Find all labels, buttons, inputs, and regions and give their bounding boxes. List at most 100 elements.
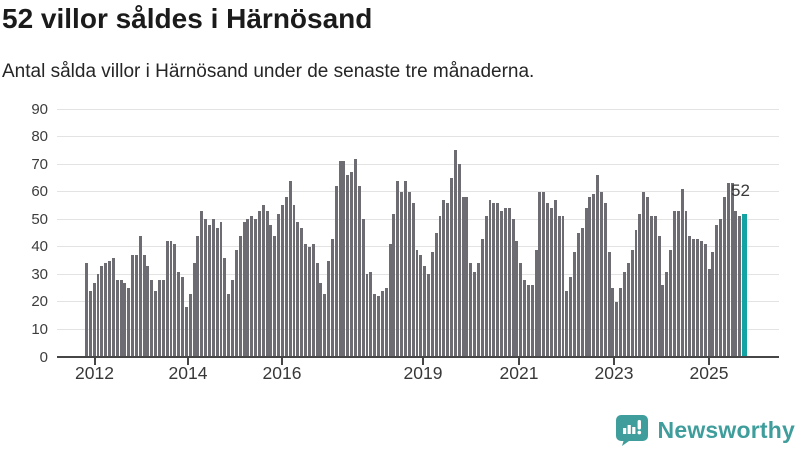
gridline (57, 191, 779, 193)
bar (461, 197, 465, 357)
bar (626, 263, 630, 357)
bar (403, 180, 407, 357)
bar (680, 188, 684, 357)
bar (92, 282, 96, 357)
bar (707, 268, 711, 357)
bar (269, 224, 273, 357)
x-axis-label: 2016 (262, 363, 302, 383)
bar (361, 219, 365, 357)
x-axis-tick (93, 358, 96, 365)
bar (688, 235, 692, 357)
x-axis-label: 2014 (168, 363, 208, 383)
bar (173, 244, 177, 357)
bar (346, 175, 350, 357)
bar (480, 238, 484, 357)
bar (111, 257, 115, 357)
y-axis-label: 0 (39, 348, 48, 366)
bar (588, 197, 592, 357)
bar (234, 249, 238, 357)
bar (85, 263, 88, 357)
bar (238, 235, 242, 357)
bar (158, 279, 161, 357)
bar (327, 260, 331, 357)
bar (100, 266, 104, 357)
bar (350, 172, 354, 357)
bar (380, 290, 384, 357)
bar (661, 285, 665, 357)
bar (603, 202, 607, 357)
bar (557, 216, 561, 357)
bar (165, 241, 169, 357)
bar (200, 210, 204, 357)
bar (242, 222, 246, 357)
bar (169, 241, 173, 357)
bar (553, 199, 557, 357)
bar (442, 199, 446, 357)
bar (565, 290, 569, 357)
bar (615, 301, 619, 357)
bar (342, 161, 346, 357)
x-axis-label: 2012 (75, 363, 114, 383)
bar (96, 274, 100, 357)
bar (711, 252, 715, 357)
bar (730, 183, 734, 357)
y-axis-label: 60 (31, 183, 48, 201)
bar (177, 271, 181, 357)
bar (304, 244, 307, 357)
bar (307, 246, 311, 357)
bar (526, 285, 530, 357)
bar (573, 252, 576, 357)
bar (115, 279, 119, 357)
bar (496, 202, 500, 357)
bar (127, 288, 131, 357)
bar (669, 249, 673, 357)
y-axis-label: 70 (31, 155, 48, 173)
bar (119, 279, 123, 357)
bar (511, 219, 515, 357)
bar (473, 271, 477, 357)
bar (492, 202, 496, 357)
bar (292, 205, 296, 357)
bar (181, 277, 184, 357)
bar (300, 227, 304, 357)
bar (484, 216, 488, 357)
bar (576, 233, 580, 357)
bar (469, 263, 473, 357)
y-axis-label: 10 (31, 320, 48, 338)
bar (465, 197, 469, 357)
bar (188, 293, 192, 357)
bar (392, 213, 396, 357)
bar (296, 222, 300, 357)
bar (134, 255, 138, 357)
bar (457, 164, 461, 357)
x-axis-label: 2025 (689, 363, 729, 383)
bar (284, 197, 288, 357)
gridline (57, 163, 779, 165)
bar (207, 224, 211, 357)
highlighted-bar-latest (742, 213, 748, 357)
bar (211, 219, 215, 357)
bar (542, 191, 546, 357)
bar (672, 210, 676, 357)
bar (726, 183, 730, 357)
bar (196, 235, 200, 357)
bar (446, 202, 450, 357)
chart-subtitle: Antal sålda villor i Härnösand under de … (2, 61, 535, 82)
x-axis-line (57, 356, 779, 358)
gridline (57, 218, 779, 220)
bar (696, 238, 699, 357)
latest-value-label: 52 (731, 181, 750, 200)
bar (384, 288, 388, 357)
y-axis-label: 20 (31, 293, 48, 311)
gridline (57, 246, 779, 248)
bar (438, 216, 442, 357)
x-axis-tick (422, 358, 424, 365)
bar (400, 191, 404, 357)
bar (108, 260, 111, 357)
bar (411, 202, 415, 357)
bar (330, 238, 334, 357)
bar (561, 216, 565, 357)
bar (419, 255, 423, 357)
bar (338, 161, 342, 357)
